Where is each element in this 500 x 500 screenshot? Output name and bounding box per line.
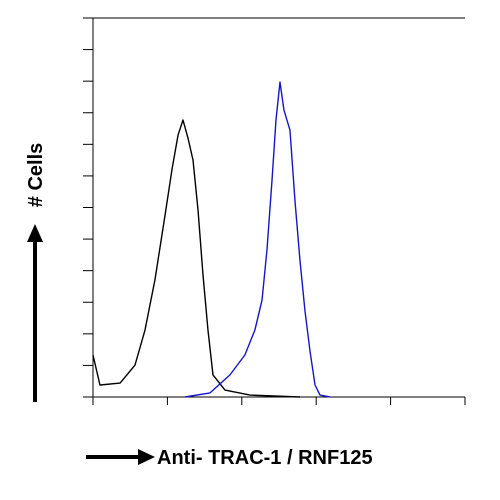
y-axis-label: # Cells — [25, 143, 47, 207]
series-line — [184, 81, 331, 398]
x-axis-label: Anti- TRAC-1 / RNF125 — [157, 447, 373, 469]
series-line — [92, 119, 301, 398]
x-arrow — [86, 449, 155, 465]
y-arrow — [27, 224, 43, 402]
